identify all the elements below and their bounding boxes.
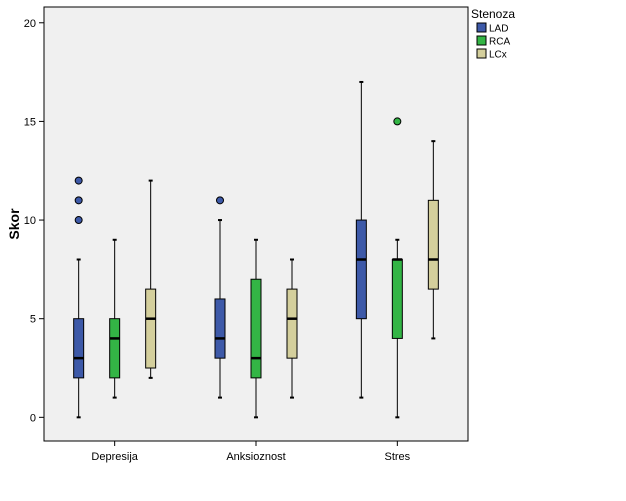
x-category-label: Stres — [384, 451, 410, 463]
iqr-box — [286, 288, 298, 359]
x-axis: Depresija Anksioznost Stres — [91, 441, 411, 463]
box-rca-anksioznost — [250, 238, 262, 419]
iqr-box — [145, 288, 157, 369]
box-lad-anksioznost — [214, 196, 226, 399]
y-tick-label: 0 — [30, 412, 36, 424]
y-axis: 0 5 10 15 20 — [24, 18, 44, 424]
iqr-box — [214, 298, 226, 359]
y-tick-label: 15 — [24, 116, 36, 128]
outlier-point — [74, 196, 83, 205]
y-tick-label: 5 — [30, 314, 36, 326]
legend-label: LAD — [489, 24, 508, 35]
box-rca-depresija — [109, 238, 121, 399]
y-tick-label: 10 — [24, 215, 36, 227]
box-series-group — [73, 80, 439, 419]
box-lcx-depresija — [145, 179, 157, 379]
legend: Stenoza LAD RCA LCx — [471, 7, 515, 61]
outlier-point — [74, 216, 83, 225]
iqr-box — [391, 259, 403, 339]
outlier-point — [216, 196, 224, 205]
iqr-box — [250, 278, 262, 379]
x-category-label: Anksioznost — [226, 451, 285, 463]
iqr-box — [427, 199, 439, 290]
legend-swatch — [476, 35, 487, 46]
legend-swatch — [476, 48, 487, 59]
box-lad-depresija — [73, 176, 85, 419]
iqr-box — [73, 318, 85, 379]
y-tick-label: 20 — [24, 18, 36, 30]
iqr-box — [109, 318, 121, 379]
iqr-box — [355, 219, 367, 320]
legend-label: LCx — [489, 50, 507, 61]
outlier-point — [393, 117, 402, 126]
outlier-point — [74, 176, 83, 185]
legend-title: Stenoza — [471, 7, 515, 21]
box-lad-stres — [355, 80, 367, 399]
box-lcx-stres — [427, 140, 439, 340]
box-rca-stres — [391, 117, 403, 419]
x-category-label: Depresija — [91, 451, 138, 463]
box-lcx-anksioznost — [286, 258, 298, 399]
y-axis-label: Skor — [6, 208, 22, 240]
legend-label: RCA — [489, 37, 510, 48]
legend-swatch — [476, 22, 487, 33]
